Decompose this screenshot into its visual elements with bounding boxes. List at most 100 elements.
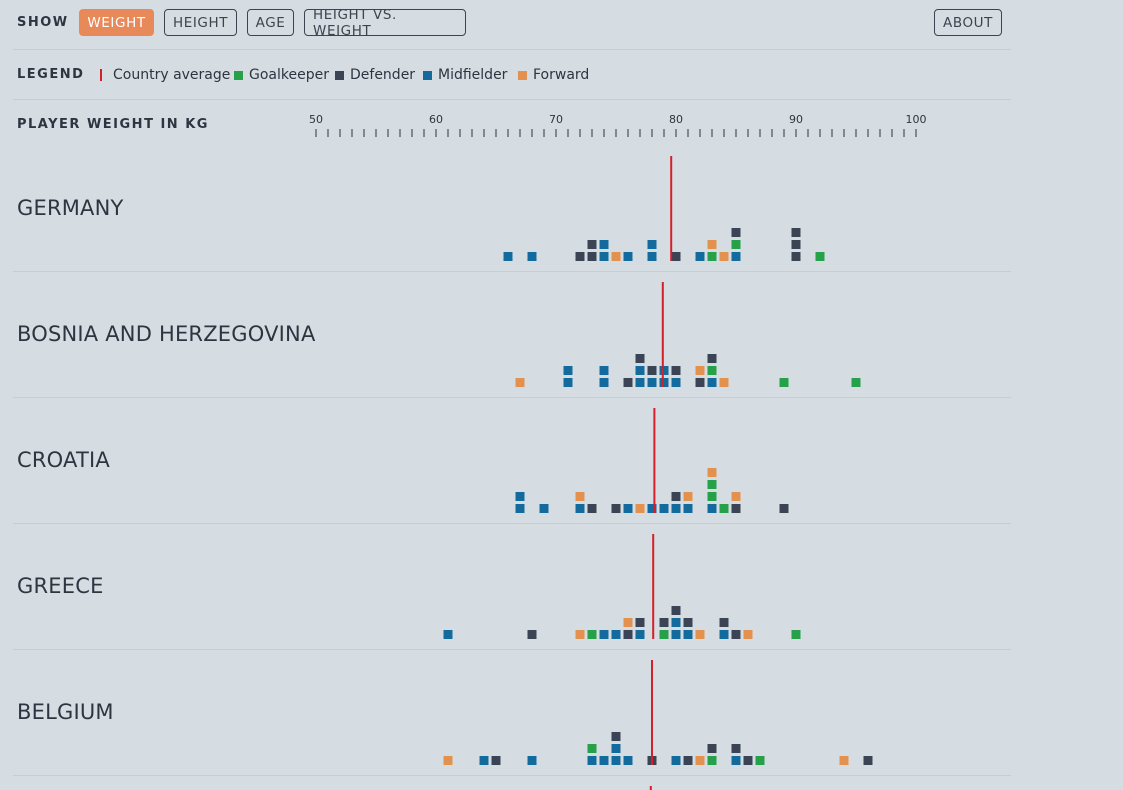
midfielder-player-mark	[671, 378, 681, 387]
legend-average-label: Country average	[113, 67, 231, 83]
defender-player-mark	[707, 354, 717, 363]
midfielder-player-mark	[647, 504, 657, 513]
goalkeeper-player-mark	[707, 492, 717, 501]
midfielder-player-mark	[599, 756, 609, 765]
forward-player-mark	[731, 492, 741, 501]
midfielder-player-mark	[647, 252, 657, 261]
forward-player-mark	[707, 240, 717, 249]
forward-player-mark	[515, 378, 525, 387]
defender-player-mark	[671, 366, 681, 375]
forward-player-mark	[839, 756, 849, 765]
defender-player-mark	[791, 240, 801, 249]
midfielder-player-mark	[707, 504, 717, 513]
defender-player-mark	[575, 252, 585, 261]
defender-player-mark	[695, 378, 705, 387]
forward-player-mark	[707, 468, 717, 477]
midfielder-player-mark	[635, 630, 645, 639]
midfielder-player-mark	[587, 756, 597, 765]
height-vs-weight-button[interactable]: HEIGHT VS. WEIGHT	[304, 7, 466, 39]
divider	[13, 523, 1011, 524]
midfielder-player-mark	[707, 378, 717, 387]
about-button[interactable]: ABOUT	[934, 9, 1002, 36]
goalkeeper-player-mark	[707, 366, 717, 375]
defender-player-mark	[635, 618, 645, 627]
legend-label: LEGEND	[17, 67, 85, 82]
forward-player-mark	[611, 252, 621, 261]
defender-player-mark	[611, 504, 621, 513]
average-line-icon	[100, 69, 102, 81]
midfielder-player-mark	[527, 756, 537, 765]
defender-player-mark	[623, 378, 633, 387]
weight-button[interactable]: WEIGHT	[79, 9, 154, 36]
forward-player-mark	[575, 492, 585, 501]
midfielder-player-mark	[515, 492, 525, 501]
midfielder-player-mark	[731, 756, 741, 765]
tick-label: 70	[549, 113, 563, 126]
defender-player-mark	[707, 744, 717, 753]
goalkeeper-player-mark	[707, 756, 717, 765]
defender-player-mark	[683, 618, 693, 627]
goalkeeper-player-mark	[731, 240, 741, 249]
defender-swatch-icon	[335, 70, 344, 80]
country-name: CROATIA	[17, 448, 110, 472]
tick-label: 90	[789, 113, 803, 126]
defender-player-mark	[719, 618, 729, 627]
legend-midfielder-label: Midfielder	[438, 67, 508, 83]
midfielder-player-mark	[599, 630, 609, 639]
defender-player-mark	[527, 630, 537, 639]
midfielder-player-mark	[599, 252, 609, 261]
midfielder-player-mark	[599, 240, 609, 249]
midfielder-player-mark	[563, 366, 573, 375]
midfielder-swatch-icon	[423, 70, 432, 80]
midfielder-player-mark	[599, 378, 609, 387]
defender-player-mark	[671, 606, 681, 615]
divider	[13, 49, 1011, 50]
defender-player-mark	[743, 756, 753, 765]
midfielder-player-mark	[611, 630, 621, 639]
midfielder-player-mark	[659, 378, 669, 387]
goalkeeper-player-mark	[659, 630, 669, 639]
defender-player-mark	[731, 744, 741, 753]
height-button[interactable]: HEIGHT	[164, 9, 237, 36]
forward-player-mark	[695, 756, 705, 765]
forward-player-mark	[575, 630, 585, 639]
defender-player-mark	[683, 756, 693, 765]
legend-defender: Defender	[335, 67, 415, 83]
midfielder-player-mark	[647, 378, 657, 387]
midfielder-player-mark	[695, 252, 705, 261]
axis-label: PLAYER WEIGHT IN KG	[17, 117, 209, 132]
age-button[interactable]: AGE	[247, 9, 294, 36]
legend-midfielder: Midfielder	[423, 67, 507, 83]
goalkeeper-player-mark	[707, 480, 717, 489]
midfielder-player-mark	[443, 630, 453, 639]
midfielder-player-mark	[623, 504, 633, 513]
defender-player-mark	[791, 228, 801, 237]
country-name: GREECE	[17, 574, 104, 598]
midfielder-player-mark	[623, 252, 633, 261]
tick-label: 50	[309, 113, 323, 126]
goalkeeper-swatch-icon	[234, 70, 243, 80]
midfielder-player-mark	[683, 630, 693, 639]
country-name: BOSNIA AND HERZEGOVINA	[17, 322, 316, 346]
tick-label: 60	[429, 113, 443, 126]
goalkeeper-player-mark	[719, 504, 729, 513]
forward-player-mark	[635, 504, 645, 513]
defender-player-mark	[731, 228, 741, 237]
defender-player-mark	[731, 630, 741, 639]
forward-player-mark	[719, 378, 729, 387]
midfielder-player-mark	[635, 366, 645, 375]
forward-player-mark	[443, 756, 453, 765]
midfielder-player-mark	[611, 756, 621, 765]
divider	[13, 271, 1011, 272]
midfielder-player-mark	[731, 252, 741, 261]
divider	[13, 775, 1011, 776]
midfielder-player-mark	[635, 378, 645, 387]
forward-player-mark	[743, 630, 753, 639]
defender-player-mark	[587, 240, 597, 249]
divider	[13, 397, 1011, 398]
midfielder-player-mark	[671, 618, 681, 627]
defender-player-mark	[587, 504, 597, 513]
goalkeeper-player-mark	[755, 756, 765, 765]
midfielder-player-mark	[575, 504, 585, 513]
